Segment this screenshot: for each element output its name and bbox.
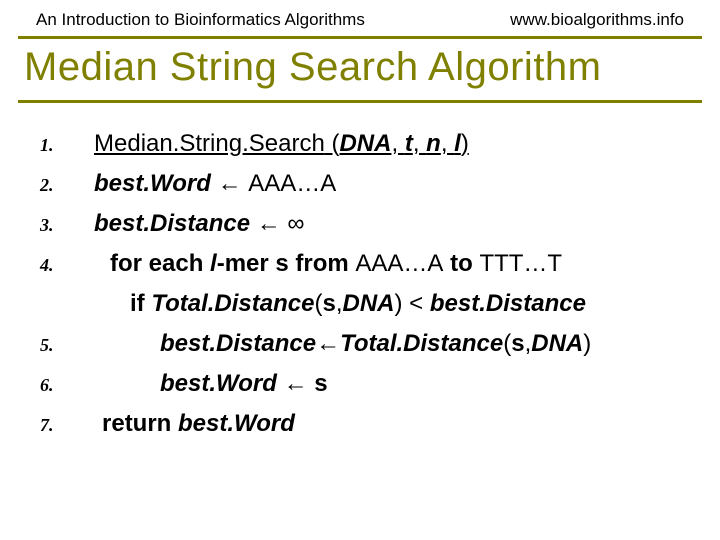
algo-line: 5. best.Distance←Total.Distance(s,DNA) (40, 329, 680, 359)
var-bestword: best.Word (160, 370, 277, 397)
arg-dna: DNA (339, 130, 391, 157)
lit-infinity: ∞ (287, 210, 304, 237)
var-s: s (314, 370, 327, 397)
arrow-icon: ← (250, 210, 287, 237)
paren-close: ) (461, 130, 469, 157)
line-number: 7. (40, 415, 94, 436)
arrow-icon: ← (316, 330, 340, 357)
line-code: best.Distance←Total.Distance(s,DNA) (94, 329, 591, 359)
paren-close: ) (583, 330, 591, 357)
algo-line: 7. return best.Word (40, 409, 680, 439)
var-bestword: best.Word (178, 410, 295, 437)
arg-l: l (454, 130, 461, 157)
var-bestword: best.Word (94, 170, 211, 197)
line-code: if Total.Distance(s,DNA) < best.Distance (94, 289, 586, 319)
line-code: for each l-mer s from AAA…A to TTT…T (94, 249, 562, 279)
arrow-icon: ← (211, 170, 248, 197)
line-code: best.Word ← s (94, 369, 328, 399)
var-bestdistance: best.Distance (160, 330, 316, 357)
header-right: www.bioalgorithms.info (510, 10, 684, 30)
kw-for: for each (110, 250, 210, 277)
line-number: 1. (40, 135, 94, 156)
algo-line: 6. best.Word ← s (40, 369, 680, 399)
arg-t: t (405, 130, 413, 157)
line-number: 2. (40, 175, 94, 196)
title-wrap: Median String Search Algorithm (18, 39, 702, 103)
slide-title: Median String Search Algorithm (24, 45, 702, 90)
comma: , (336, 290, 343, 317)
var-l: l (210, 250, 217, 277)
kw-if: if (130, 290, 151, 317)
line-number: 6. (40, 375, 94, 396)
lit-aaa: AAA…A (248, 170, 336, 197)
op-lt: < (403, 290, 430, 317)
line-code: best.Word ← AAA…A (94, 169, 336, 199)
arg-dna: DNA (531, 330, 583, 357)
sep: , (391, 130, 404, 157)
arg-dna: DNA (343, 290, 395, 317)
paren-open: ( (325, 130, 340, 157)
lit-ttt: TTT…T (479, 250, 562, 277)
paren-close: ) (395, 290, 403, 317)
fn-totaldistance: Total.Distance (340, 330, 503, 357)
line-number: 5. (40, 335, 94, 356)
algorithm-body: 1. Median.String.Search (DNA, t, n, l) 2… (0, 103, 720, 439)
header-left: An Introduction to Bioinformatics Algori… (36, 10, 365, 30)
line-number: 3. (40, 215, 94, 236)
line-code: return best.Word (94, 409, 295, 439)
algo-line: 2. best.Word ← AAA…A (40, 169, 680, 199)
line-number: 4. (40, 255, 94, 276)
slide: An Introduction to Bioinformatics Algori… (0, 0, 720, 540)
kw-return: return (102, 410, 178, 437)
algo-line: 3. best.Distance ← ∞ (40, 209, 680, 239)
arg-n: n (426, 130, 441, 157)
sep: , (441, 130, 454, 157)
var-bestdistance: best.Distance (94, 210, 250, 237)
line-code: Median.String.Search (DNA, t, n, l) (94, 129, 469, 159)
kw-to: to (443, 250, 479, 277)
algo-line: 4. for each l-mer s from AAA…A to TTT…T (40, 249, 680, 279)
var-bestdistance: best.Distance (430, 290, 586, 317)
slide-header: An Introduction to Bioinformatics Algori… (0, 0, 720, 36)
arrow-icon: ← (277, 370, 314, 397)
lit-aaa: AAA…A (355, 250, 443, 277)
line-code: best.Distance ← ∞ (94, 209, 305, 239)
var-s: s (322, 290, 335, 317)
algo-line: 1. Median.String.Search (DNA, t, n, l) (40, 129, 680, 159)
txt-mer: -mer s from (217, 250, 356, 277)
fn-totaldistance: Total.Distance (151, 290, 314, 317)
fn-name: Median.String.Search (94, 130, 325, 157)
algo-line: if Total.Distance(s,DNA) < best.Distance (40, 289, 680, 319)
sep: , (413, 130, 426, 157)
var-s: s (511, 330, 524, 357)
